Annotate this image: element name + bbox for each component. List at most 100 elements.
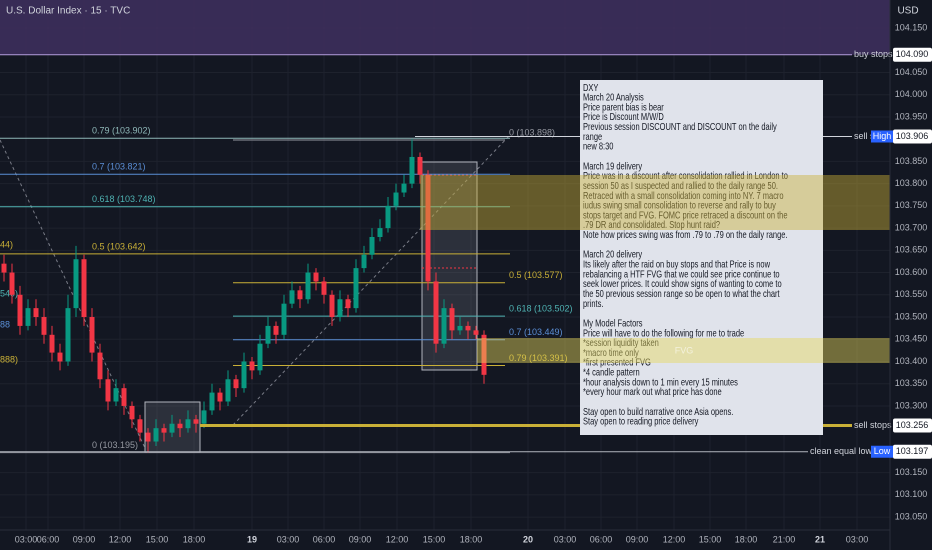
level-label: buy stops xyxy=(854,49,893,59)
x-tick-label: 18:00 xyxy=(460,534,483,544)
note-box xyxy=(580,80,823,435)
note-line: Stay open to build narrative once Asia o… xyxy=(583,406,733,418)
note-line: DXY xyxy=(583,82,598,94)
note-line: Note how prices swing was from .79 to .7… xyxy=(583,229,788,241)
x-tick-label: 15:00 xyxy=(699,534,722,544)
note-line: Price parent bias is bear xyxy=(583,101,664,113)
candle-body xyxy=(305,272,311,300)
note-line: *every hour mark out what price has done xyxy=(583,386,722,398)
note-line: session 50 as I suspected and rallied to… xyxy=(583,180,778,192)
candle-body xyxy=(481,334,487,375)
note-line: March 20 Analysis xyxy=(583,91,644,103)
x-tick-label: 09:00 xyxy=(73,534,96,544)
note-line: rebalancing a HTF FVG that we could see … xyxy=(583,268,780,280)
note-line: new 8:30 xyxy=(583,140,613,152)
note-line: Price is Discount M/W/D xyxy=(583,111,664,123)
note-line: *macro time only xyxy=(583,347,639,359)
candle-body xyxy=(105,379,111,402)
candle-body xyxy=(353,268,359,309)
note-line: *hour analysis down to 1 min every 15 mi… xyxy=(583,376,738,388)
level-label: clean equal lows ta xyxy=(810,446,887,456)
trend-line xyxy=(0,139,146,449)
symbol-title: U.S. Dollar Index · 15 · TVC xyxy=(6,6,130,17)
note-line: seek lower prices. It could show signs o… xyxy=(583,278,782,290)
candle-body xyxy=(249,361,255,371)
price-tag-text: 103.906 xyxy=(896,131,929,141)
candle-body xyxy=(145,432,151,442)
y-tick-label: 103.750 xyxy=(895,200,928,210)
candle-body xyxy=(25,308,31,326)
premium-zone xyxy=(0,0,890,55)
price-tag-text: 103.197 xyxy=(896,446,929,456)
candle-body xyxy=(409,156,415,184)
y-tick-label: 103.600 xyxy=(895,267,928,277)
level-label: sell stops xyxy=(854,420,892,430)
x-tick-label: 20 xyxy=(523,534,533,544)
price-tag xyxy=(893,129,932,144)
candle-body xyxy=(241,361,247,389)
candle-body xyxy=(1,263,7,273)
fib-label-fragment: 888) xyxy=(0,354,18,364)
note-line: *4 candle pattern xyxy=(583,366,640,378)
candle-body xyxy=(393,192,399,206)
note-line: My Model Factors xyxy=(583,317,643,329)
y-tick-label: 103.050 xyxy=(895,511,928,521)
candle-body xyxy=(449,308,455,331)
note-line: prints. xyxy=(583,298,603,310)
candle-body xyxy=(177,423,183,429)
candle-body xyxy=(169,423,175,433)
y-tick-label: 103.950 xyxy=(895,111,928,121)
x-tick-label: 06:00 xyxy=(37,534,60,544)
candle-body xyxy=(193,419,199,424)
fib-label: 0 (103.195) xyxy=(92,440,138,450)
candle-body xyxy=(257,343,263,371)
x-tick-label: 06:00 xyxy=(590,534,613,544)
candle-body xyxy=(433,281,439,344)
price-tag xyxy=(893,444,932,459)
note-line: Retraced with a small consolidation comi… xyxy=(583,190,784,202)
candle-body xyxy=(441,308,447,344)
note-line: range xyxy=(583,131,602,143)
candle-body xyxy=(73,259,79,309)
candle-body xyxy=(233,379,239,389)
fib-label-fragment: 540) xyxy=(0,288,18,298)
candle-body xyxy=(161,428,167,433)
x-tick-label: 06:00 xyxy=(313,534,336,544)
fib-label: 0.5 (103.642) xyxy=(92,241,146,251)
candle-body xyxy=(121,388,127,406)
candle-body xyxy=(417,156,423,175)
y-tick-label: 104.050 xyxy=(895,67,928,77)
y-tick-label: 103.800 xyxy=(895,178,928,188)
price-tag xyxy=(893,418,932,433)
candle-body xyxy=(329,294,335,318)
y-tick-label: 104.000 xyxy=(895,89,928,99)
candle-body xyxy=(49,334,55,353)
y-tick-label: 103.350 xyxy=(895,378,928,388)
candle-body xyxy=(225,379,231,402)
y-tick-label: 103.700 xyxy=(895,222,928,232)
candle-body xyxy=(113,388,119,402)
note-line: .79 DR and consolidated. Stop hunt raid? xyxy=(583,219,720,231)
candle-body xyxy=(137,419,143,433)
candle-body xyxy=(9,272,15,295)
fib-label: 0.5 (103.577) xyxy=(509,270,563,280)
note-line: Stay open to reading price delivery xyxy=(583,415,699,427)
candle-body xyxy=(321,281,327,295)
candle-body xyxy=(401,183,407,193)
x-tick-label: 18:00 xyxy=(183,534,206,544)
currency[interactable]: USD xyxy=(897,6,918,17)
note-line: iudus swing small consolidation to rever… xyxy=(583,199,776,211)
note-line: Previous session DISCOUNT and DISCOUNT o… xyxy=(583,121,777,133)
candle-body xyxy=(297,290,303,300)
fib-label: 0.79 (103.902) xyxy=(92,126,151,136)
y-tick-label: 103.850 xyxy=(895,156,928,166)
fib-label-fragment: 88 xyxy=(0,319,10,329)
tag-box xyxy=(871,445,893,458)
note-line: stops target and FVG. FOMC price retrace… xyxy=(583,209,787,221)
note-line: March 20 delivery xyxy=(583,249,643,261)
fvg-zone xyxy=(420,175,890,230)
x-tick-label: 18:00 xyxy=(735,534,758,544)
fib-label: 0.79 (103.391) xyxy=(509,353,568,363)
